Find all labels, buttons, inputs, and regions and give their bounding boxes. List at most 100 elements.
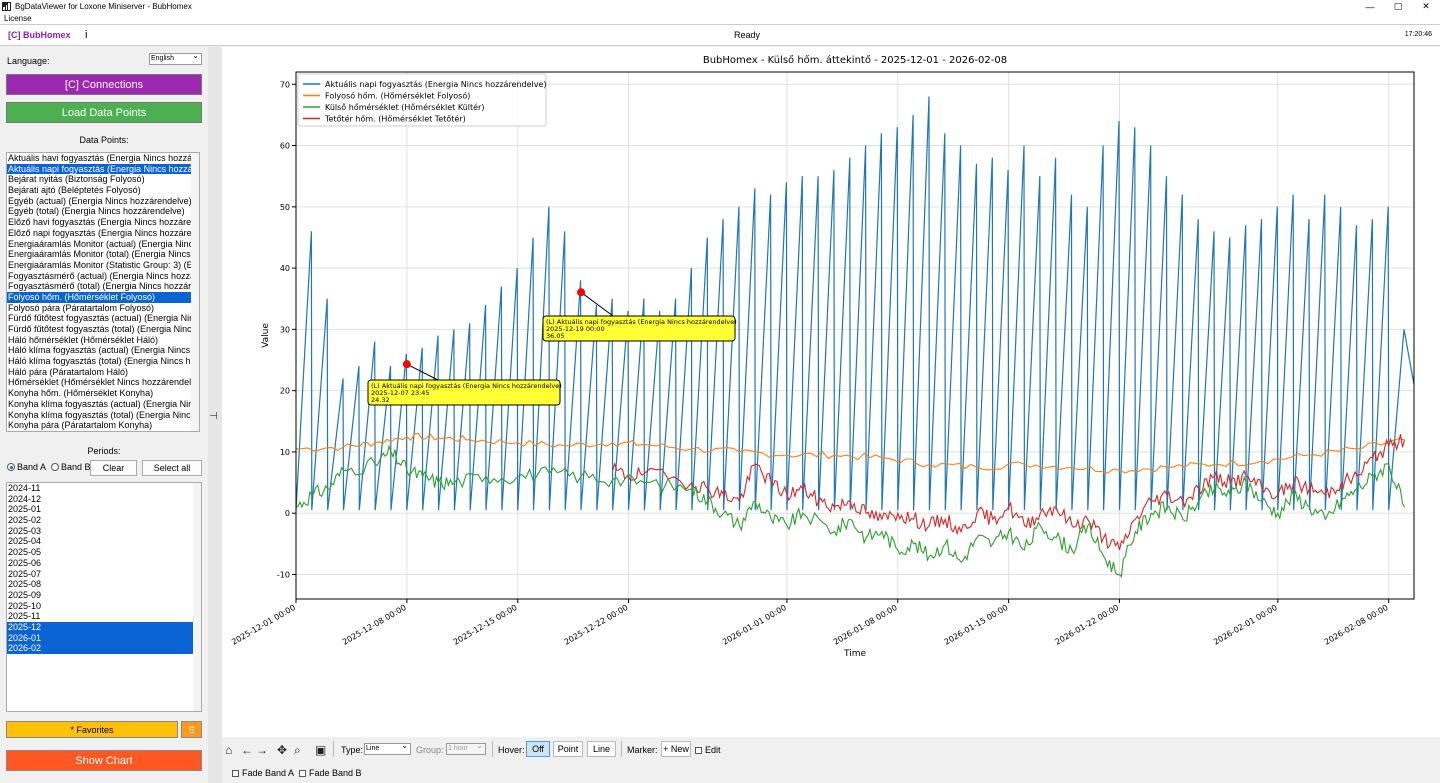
list-item[interactable]: Egyéb (total) (Energia Nincs hozzárendel… <box>8 206 185 217</box>
brand-label[interactable]: [C] BubHomex <box>8 30 71 40</box>
show-chart-button[interactable]: Show Chart <box>6 750 202 771</box>
list-item[interactable]: 2025-08 <box>8 579 42 590</box>
list-item[interactable]: Konyha pára (Páratartalom Konyha) <box>8 420 153 431</box>
data-points-scrollbar[interactable] <box>191 153 199 431</box>
type-select[interactable]: Line <box>364 741 411 755</box>
list-item[interactable]: Hőmérséklet (Hőmérséklet Nincs hozzárend… <box>8 377 200 388</box>
list-item[interactable]: Konyha hőm. (Hőmérséklet Konyha) <box>8 388 154 399</box>
x-tick-label: 2025-12-15 00:00 <box>452 603 519 647</box>
band-a-radio[interactable]: Band A <box>7 462 46 472</box>
list-item[interactable]: 2025-11 <box>8 611 41 622</box>
list-item[interactable]: 2024-11 <box>8 483 41 493</box>
favorites-button[interactable]: * Favorites <box>6 721 178 738</box>
maximize-icon[interactable]: ▢ <box>1393 1 1403 11</box>
x-tick-label: 2026-01-22 00:00 <box>1054 603 1121 647</box>
list-item[interactable]: Háló pára (Páratartalom Háló) <box>8 366 129 377</box>
list-item[interactable]: Bejárati ajtó (Beléptetés Folyosó) <box>8 185 141 196</box>
list-item[interactable]: Bejárat nyitás (Biztonság Folyosó) <box>8 174 145 185</box>
list-item[interactable]: Aktuális napi fogyasztás (Energia Nincs … <box>7 163 200 175</box>
list-item[interactable]: Folyosó pára (Páratartalom Folyosó) <box>8 302 155 313</box>
edit-checkbox[interactable]: Edit <box>695 745 721 755</box>
list-item[interactable]: 2025-02 <box>8 515 42 526</box>
zoom-icon[interactable]: ⌕ <box>294 743 301 757</box>
new-marker-button[interactable]: + New <box>661 741 691 757</box>
close-icon[interactable]: ✕ <box>1422 1 1430 11</box>
list-item[interactable]: Konyha klíma fogyasztás (actual) (Energi… <box>8 398 200 409</box>
list-item[interactable]: 2025-05 <box>8 547 42 558</box>
list-item[interactable]: 2025-09 <box>8 589 42 600</box>
list-item[interactable]: Fogyasztásmérő (actual) (Energia Nincs h… <box>8 270 200 281</box>
edit-label: Edit <box>705 745 721 755</box>
list-item[interactable]: Konyha klíma fogyasztás (total) (Energia… <box>8 409 199 420</box>
load-data-points-button[interactable]: Load Data Points <box>6 102 202 123</box>
list-item[interactable]: Háló klíma fogyasztás (actual) (Energia … <box>8 345 199 356</box>
list-item[interactable]: Energiaáramlás Monitor (actual) (Energia… <box>8 238 199 249</box>
band-b-radio[interactable]: Band B <box>51 462 91 472</box>
list-item[interactable]: Fogyasztásmérő (total) (Energia Nincs ho… <box>8 281 199 292</box>
save-icon[interactable]: ▣ <box>315 743 327 757</box>
list-item[interactable]: 2026-02 <box>7 643 201 654</box>
chart-area[interactable]: BubHomex - Külső hőm. áttekintő - 2025-1… <box>222 47 1440 737</box>
list-item[interactable]: Fürdő fűtőtest fogyasztás (actual) (Ener… <box>8 313 199 324</box>
home-icon[interactable]: ⌂ <box>225 743 233 757</box>
legend <box>297 73 547 127</box>
list-item[interactable]: 2025-10 <box>8 600 42 611</box>
series-line-teteter[interactable] <box>612 433 1406 551</box>
group-select[interactable]: 1 hour <box>446 741 486 755</box>
list-item[interactable]: Energiaáramlás Monitor (total) (Energia … <box>8 249 199 260</box>
list-item[interactable]: Előző napi fogyasztás (Energia Nincs hoz… <box>8 227 200 238</box>
y-axis-label: Value <box>261 323 271 348</box>
hover-line-button[interactable]: Line <box>587 741 616 757</box>
series-line-kulso[interactable] <box>296 444 1405 579</box>
periods-scrollbar[interactable] <box>193 483 201 711</box>
list-item[interactable]: Egyéb (actual) (Energia Nincs hozzárende… <box>8 195 192 206</box>
list-item[interactable]: 2026-01 <box>7 632 201 644</box>
list-item[interactable]: Előző havi fogyasztás (Energia Nincs hoz… <box>8 217 200 228</box>
list-item[interactable]: Energiaáramlás Monitor (Statistic Group:… <box>8 259 200 270</box>
menu-license[interactable]: License <box>4 14 32 23</box>
splitter[interactable]: ⊣ <box>208 47 222 783</box>
chart-svg[interactable]: BubHomex - Külső hőm. áttekintő - 2025-1… <box>222 47 1440 737</box>
fade-band-b-checkbox[interactable]: Fade Band B <box>299 768 362 778</box>
s-button[interactable]: S <box>181 721 202 738</box>
list-item[interactable]: 2025-06 <box>8 557 42 568</box>
info-button[interactable]: i <box>85 29 88 41</box>
forward-arrow-icon[interactable]: → <box>256 743 268 757</box>
tooltip-marker[interactable] <box>577 288 586 297</box>
fade-band-a-checkbox[interactable]: Fade Band A <box>232 768 294 778</box>
list-item[interactable]: Folyosó hőm. (Hőmérséklet Folyosó) <box>7 291 199 303</box>
x-axis-label: Time <box>843 649 866 659</box>
periods-list[interactable]: 2024-11 2024-12 2025-01 2025-02 2025-03 2025-… <box>6 482 202 712</box>
list-item[interactable]: 2025-03 <box>8 525 42 536</box>
back-arrow-icon[interactable]: ← <box>241 743 253 757</box>
pan-icon[interactable]: ✥ <box>277 743 288 757</box>
hover-point-button[interactable]: Point <box>553 741 583 757</box>
connections-button[interactable]: [C] Connections <box>6 74 202 95</box>
list-item[interactable]: Aktuális havi fogyasztás (Energia Nincs … <box>8 153 200 163</box>
list-item[interactable]: 2024-12 <box>8 493 42 504</box>
list-item[interactable]: Háló klíma fogyasztás (total) (Energia N… <box>8 356 199 367</box>
tooltip-marker[interactable] <box>402 360 411 369</box>
group-label: Group: <box>416 745 444 755</box>
list-item[interactable]: 2025-01 <box>8 504 42 515</box>
list-item[interactable]: 2025-07 <box>8 568 42 579</box>
band-b-label: Band B <box>61 462 91 472</box>
series-line-consumption[interactable] <box>296 96 1414 511</box>
tooltip-time: 2025-12-19 00:00 <box>546 325 605 333</box>
select-all-button[interactable]: Select all <box>142 460 202 476</box>
clear-button[interactable]: Clear <box>90 460 137 476</box>
language-select[interactable]: English <box>149 51 202 65</box>
minimize-icon[interactable]: — <box>1365 1 1375 12</box>
app-icon <box>2 2 11 11</box>
type-label: Type: <box>341 745 364 755</box>
title-bar: BgDataViewer for Loxone Miniserver - Bub… <box>0 0 1440 13</box>
hover-label: Hover: <box>498 745 525 755</box>
list-item[interactable]: 2025-12 <box>7 621 201 633</box>
data-points-list[interactable]: Aktuális havi fogyasztás (Energia Nincs … <box>6 152 200 432</box>
list-item[interactable]: Fürdő fűtőtest fogyasztás (total) (Energ… <box>8 324 199 334</box>
list-item[interactable]: 2025-04 <box>8 536 42 547</box>
series-line-folyoso[interactable] <box>296 433 1405 474</box>
splitter-handle-icon[interactable]: ⊣ <box>209 411 218 422</box>
hover-off-button[interactable]: Off <box>526 741 550 757</box>
list-item[interactable]: Háló hőmérséklet (Hőmérséklet Háló) <box>8 334 159 345</box>
